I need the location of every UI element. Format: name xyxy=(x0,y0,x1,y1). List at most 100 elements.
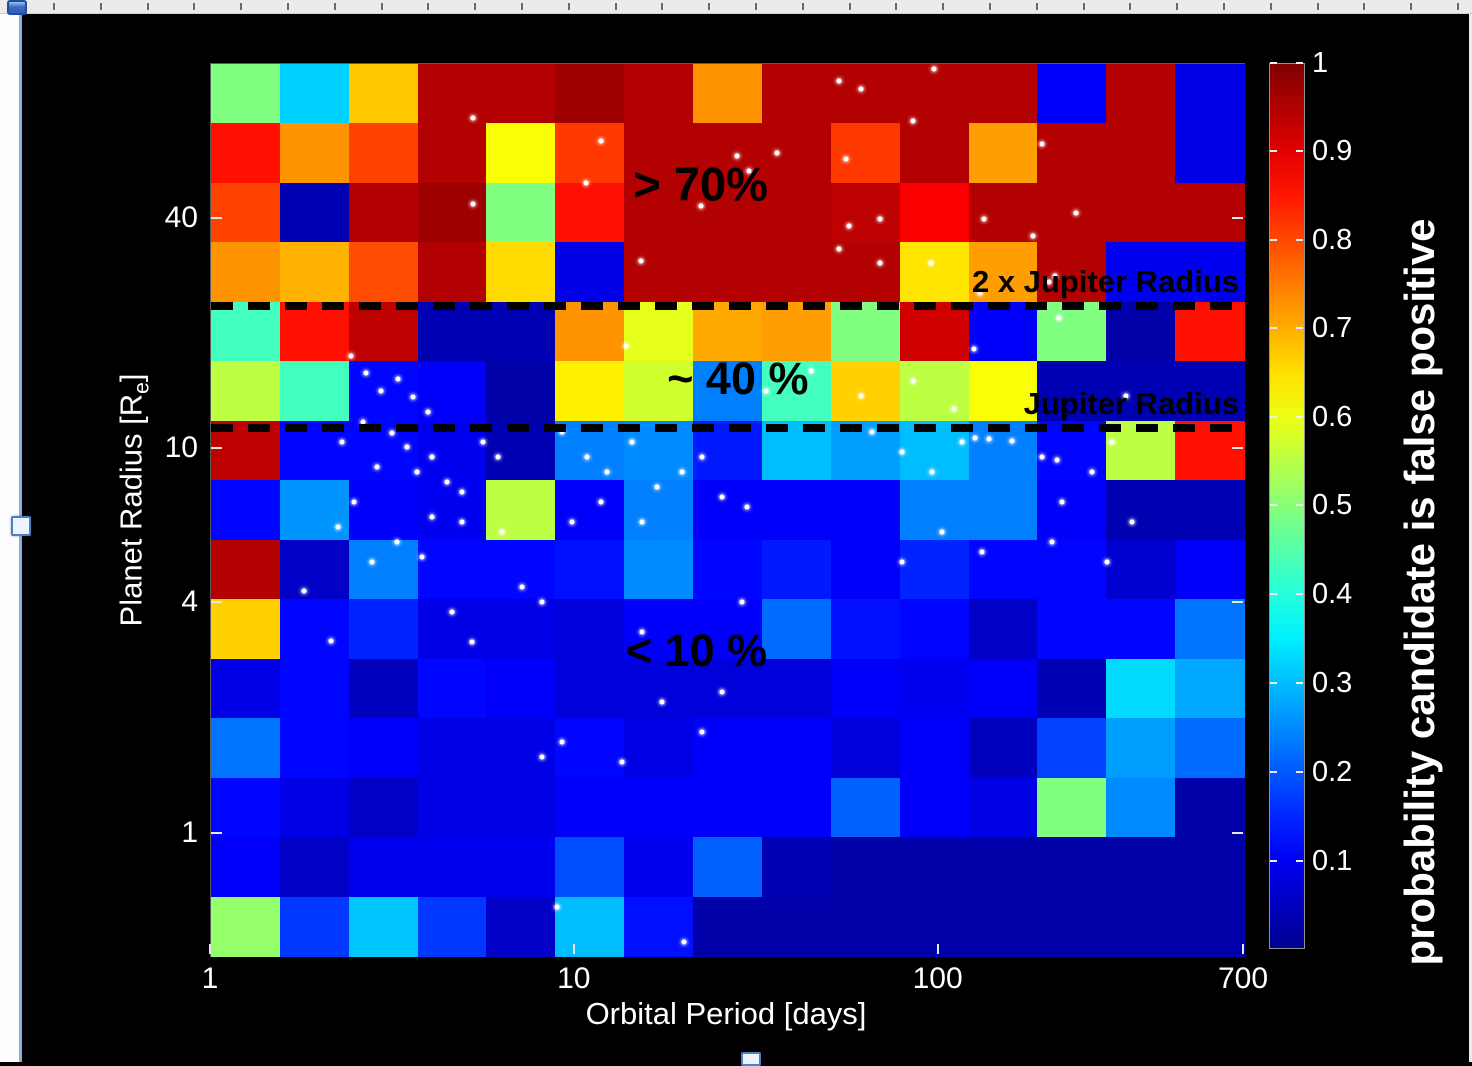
heatmap-cell-r11c14 xyxy=(1106,658,1176,719)
heatmap-cell-r14c12 xyxy=(968,837,1039,898)
heatmap-cell-r11c1 xyxy=(211,658,281,719)
heatmap-cell-r9c11 xyxy=(899,539,970,600)
heatmap-cell-r5c15 xyxy=(1175,301,1245,363)
heatmap-cell-r1c13 xyxy=(1037,64,1108,125)
candidate-point xyxy=(681,939,687,945)
colorbar-tick-label-0.2: 0.2 xyxy=(1312,755,1353,788)
heatmap-cell-r6c5 xyxy=(486,361,557,422)
reference-line-label-jupiter: Jupiter Radius xyxy=(1023,385,1239,421)
candidate-point xyxy=(763,388,769,394)
y-tick-label-40: 40 xyxy=(164,201,198,235)
reference-line-2x-jupiter xyxy=(211,301,1244,310)
heatmap-cell-r14c14 xyxy=(1106,837,1176,898)
heatmap-cell-r13c13 xyxy=(1037,777,1108,838)
heatmap-plot: 2 x Jupiter Radius Jupiter Radius > 70% … xyxy=(210,63,1245,957)
heatmap-cell-r3c14 xyxy=(1106,182,1176,244)
candidate-point xyxy=(499,529,505,535)
ruler-tick xyxy=(287,3,289,10)
candidate-point xyxy=(569,519,575,525)
heatmap-cell-r15c11 xyxy=(899,896,970,957)
candidate-point xyxy=(414,469,420,475)
candidate-point xyxy=(877,260,883,266)
candidate-point xyxy=(1009,438,1015,444)
colorbar-tick-mark xyxy=(1296,770,1303,773)
candidate-point xyxy=(444,479,450,485)
x-tick-mark xyxy=(572,944,575,954)
colorbar-tick-mark xyxy=(1296,416,1303,419)
ruler-tick xyxy=(848,3,851,10)
heatmap-cell-r4c14 xyxy=(1106,242,1176,303)
heatmap-cell-r15c1 xyxy=(211,896,281,957)
candidate-point xyxy=(604,469,610,475)
heatmap-cell-r3c11 xyxy=(899,182,970,244)
heatmap-cell-r5c13 xyxy=(1037,301,1108,363)
candidate-point xyxy=(469,639,475,645)
heatmap-cell-r11c12 xyxy=(968,658,1039,719)
colorbar-tick-label-0.3: 0.3 xyxy=(1312,667,1353,700)
candidate-point xyxy=(1056,315,1062,321)
heatmap-cell-r9c13 xyxy=(1037,539,1108,600)
selection-handle-left-icon[interactable] xyxy=(11,516,31,536)
heatmap-cell-r14c10 xyxy=(830,837,901,898)
heatmap-cell-r3c13 xyxy=(1037,182,1108,244)
heatmap-cell-r10c4 xyxy=(417,599,488,660)
colorbar-tick-mark xyxy=(1296,62,1303,64)
x-tick-label-10: 10 xyxy=(557,962,591,995)
heatmap-cell-r15c7 xyxy=(624,896,694,957)
heatmap-cell-r12c2 xyxy=(279,718,350,779)
ruler-tick xyxy=(333,3,336,10)
ruler-tick xyxy=(1223,3,1225,10)
candidate-point xyxy=(539,754,545,760)
heatmap-cell-r6c9 xyxy=(761,361,832,422)
candidate-point xyxy=(360,419,366,425)
heatmap-cell-r14c7 xyxy=(624,837,694,898)
heatmap-cell-r10c9 xyxy=(761,599,832,660)
candidate-point xyxy=(928,260,934,266)
selection-handle-top-left-icon[interactable] xyxy=(7,0,27,15)
heatmap-cell-r4c6 xyxy=(555,242,626,303)
heatmap-cell-r2c15 xyxy=(1175,123,1245,184)
selection-handle-bottom-icon[interactable] xyxy=(741,1052,761,1066)
heatmap-cell-r8c11 xyxy=(899,480,970,541)
candidate-point xyxy=(519,584,525,590)
candidate-point xyxy=(429,454,435,460)
colorbar-tick-mark xyxy=(1270,770,1277,773)
heatmap-cell-r5c8 xyxy=(693,301,763,363)
ruler-tick xyxy=(942,3,945,10)
colorbar-tick-label-0.5: 0.5 xyxy=(1312,489,1353,521)
candidate-point xyxy=(910,118,916,124)
ruler-tick xyxy=(755,3,757,10)
candidate-point xyxy=(679,469,685,475)
candidate-point xyxy=(374,464,380,470)
candidate-point xyxy=(951,406,957,412)
heatmap-cell-r4c13 xyxy=(1037,242,1108,303)
heatmap-cell-r13c2 xyxy=(279,777,350,838)
candidate-point xyxy=(559,429,565,435)
heatmap-cell-r12c14 xyxy=(1106,718,1176,779)
ruler-tick xyxy=(989,3,991,10)
heatmap-cell-r2c4 xyxy=(417,123,488,184)
colorbar-tick-mark xyxy=(1296,150,1303,153)
heatmap-cell-r11c15 xyxy=(1175,658,1245,719)
heatmap-cell-r2c10 xyxy=(830,123,901,184)
y-tick-mark xyxy=(211,601,222,604)
colorbar-tick-label-0.6: 0.6 xyxy=(1312,401,1353,434)
heatmap-cell-r9c10 xyxy=(830,539,901,600)
heatmap-cell-r14c6 xyxy=(555,837,626,898)
heatmap-cell-r15c4 xyxy=(417,896,488,957)
colorbar-tick-mark xyxy=(1296,238,1303,241)
x-tick-label-1: 1 xyxy=(201,962,219,995)
colorbar-tick-mark xyxy=(1270,150,1277,153)
heatmap-cell-r15c6 xyxy=(555,896,626,957)
candidate-point xyxy=(404,444,410,450)
heatmap-cell-r12c9 xyxy=(761,718,832,779)
candidate-point xyxy=(836,246,842,252)
colorbar-tick-mark xyxy=(1270,62,1277,64)
candidate-point xyxy=(931,66,937,72)
region-label-approx40: ~ 40 % xyxy=(667,352,809,404)
heatmap-cell-r11c10 xyxy=(830,658,901,719)
y-tick-mark xyxy=(211,831,222,834)
heatmap-cell-r12c5 xyxy=(486,718,557,779)
colorbar-tick-mark xyxy=(1270,327,1277,330)
ruler-tick xyxy=(474,3,477,10)
